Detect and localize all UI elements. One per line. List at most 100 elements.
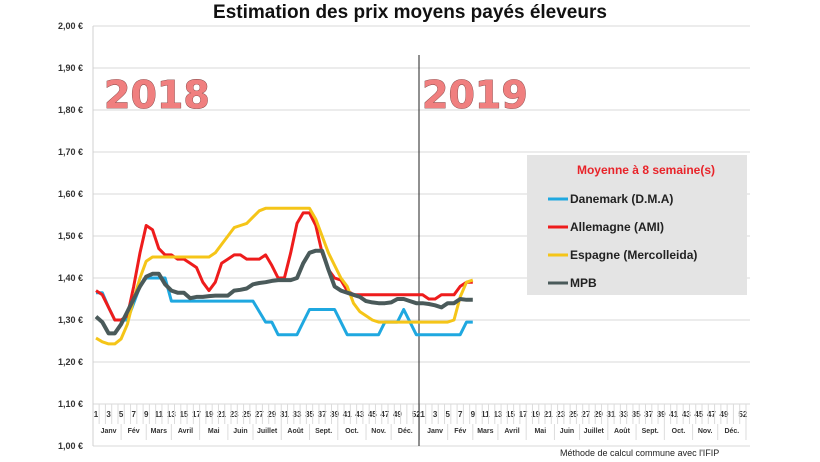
y-tick-label: 1,00 €: [58, 441, 83, 451]
x-tick-label: 7: [131, 410, 136, 419]
y-tick-label: 1,20 €: [58, 357, 83, 367]
x-tick-label: 23: [230, 410, 239, 419]
x-tick-label: 37: [318, 410, 327, 419]
x-tick-label: 7: [458, 410, 463, 419]
x-tick-label: 25: [569, 410, 578, 419]
x-tick-label: 19: [205, 410, 214, 419]
x-tick-label: 35: [632, 410, 641, 419]
month-label: Avril: [178, 428, 193, 435]
chart-title: Estimation des prix moyens payés éleveur…: [213, 2, 607, 23]
year-label-2019: 2019: [422, 73, 528, 117]
x-tick-label: 27: [255, 410, 264, 419]
legend-title: Moyenne à 8 semaine(s): [577, 163, 715, 177]
month-label: Août: [287, 428, 304, 435]
month-label: Mars: [151, 428, 167, 435]
x-tick-label: 11: [481, 410, 490, 419]
series-line-espagne-mercolleida-: [95, 206, 474, 346]
x-tick-label: 33: [619, 410, 628, 419]
x-tick-label: 21: [544, 410, 553, 419]
legend-item: Allemagne (AMI): [570, 220, 664, 234]
month-label: Fév: [454, 428, 466, 435]
y-tick-label: 1,90 €: [58, 63, 83, 73]
legend-item: Espagne (Mercolleida): [570, 248, 697, 262]
x-tick-label: 17: [519, 410, 528, 419]
x-tick-label: 5: [119, 410, 124, 419]
series-line-allemagne-ami-: [95, 211, 473, 322]
month-label: Sept.: [315, 428, 332, 435]
x-tick-label: 43: [355, 410, 364, 419]
month-label: Mai: [534, 428, 546, 435]
x-tick-label: 1: [420, 410, 425, 419]
month-label: Juillet: [257, 428, 278, 435]
x-tick-label: 49: [720, 410, 729, 419]
x-tick-label: 21: [217, 410, 226, 419]
x-tick-label: 37: [644, 410, 653, 419]
x-tick-label: 41: [343, 410, 352, 419]
x-tick-label: 5: [445, 410, 450, 419]
y-tick-label: 1,50 €: [58, 231, 83, 241]
month-label: Oct.: [672, 428, 686, 435]
month-label: Nov.: [698, 428, 713, 435]
x-tick-label: 11: [155, 410, 164, 419]
series-line-danemark-d-m-a-: [96, 276, 473, 337]
x-tick-label: 45: [694, 410, 703, 419]
month-label: Janv: [101, 428, 117, 435]
y-tick-label: 1,60 €: [58, 189, 83, 199]
y-tick-label: 1,10 €: [58, 399, 83, 409]
month-label: Sept.: [642, 428, 659, 435]
month-label: Déc.: [398, 428, 413, 435]
x-tick-label: 27: [581, 410, 590, 419]
month-label: Avril: [504, 428, 519, 435]
legend-item: MPB: [570, 276, 597, 290]
y-tick-label: 1,80 €: [58, 105, 83, 115]
x-tick-label: 15: [179, 410, 188, 419]
x-tick-label: 29: [594, 410, 603, 419]
month-label: Juin: [560, 428, 574, 435]
y-tick-label: 1,70 €: [58, 147, 83, 157]
x-tick-label: 9: [144, 410, 149, 419]
month-label: Juillet: [584, 428, 605, 435]
x-tick-label: 39: [657, 410, 666, 419]
x-tick-label: 31: [280, 410, 289, 419]
month-label: Déc.: [724, 428, 739, 435]
x-tick-label: 23: [556, 410, 565, 419]
month-label: Fév: [128, 428, 140, 435]
month-label: Nov.: [371, 428, 386, 435]
x-tick-label: 13: [493, 410, 502, 419]
y-tick-label: 2,00 €: [58, 21, 83, 31]
x-tick-label: 9: [471, 410, 476, 419]
x-tick-label: 13: [167, 410, 176, 419]
x-tick-label: 29: [267, 410, 276, 419]
x-tick-label: 31: [607, 410, 616, 419]
x-tick-label: 52: [738, 410, 747, 419]
x-tick-label: 15: [506, 410, 515, 419]
x-tick-label: 47: [380, 410, 389, 419]
x-tick-label: 52: [412, 410, 421, 419]
x-tick-label: 47: [707, 410, 716, 419]
month-label: Mai: [208, 428, 220, 435]
x-tick-label: 1: [94, 410, 99, 419]
x-tick-label: 41: [669, 410, 678, 419]
x-tick-label: 35: [305, 410, 314, 419]
x-tick-label: 3: [433, 410, 438, 419]
month-label: Juin: [233, 428, 247, 435]
y-tick-label: 1,40 €: [58, 273, 83, 283]
x-tick-label: 25: [242, 410, 251, 419]
legend-item: Danemark (D.M.A): [570, 192, 673, 206]
month-label: Août: [614, 428, 631, 435]
year-label-2018: 2018: [104, 73, 210, 117]
x-tick-label: 43: [682, 410, 691, 419]
x-tick-label: 3: [106, 410, 111, 419]
legend-box: [527, 155, 747, 295]
legend: Moyenne à 8 semaine(s) Danemark (D.M.A) A…: [527, 155, 747, 295]
month-label: Mars: [477, 428, 493, 435]
footnote: Méthode de calcul commune avec l'IFIP: [560, 448, 719, 458]
month-label: Janv: [427, 428, 443, 435]
x-tick-label: 19: [531, 410, 540, 419]
x-tick-label: 45: [368, 410, 377, 419]
x-tick-label: 33: [293, 410, 302, 419]
x-tick-label: 49: [393, 410, 402, 419]
month-label: Oct.: [345, 428, 359, 435]
x-tick-label: 39: [330, 410, 339, 419]
